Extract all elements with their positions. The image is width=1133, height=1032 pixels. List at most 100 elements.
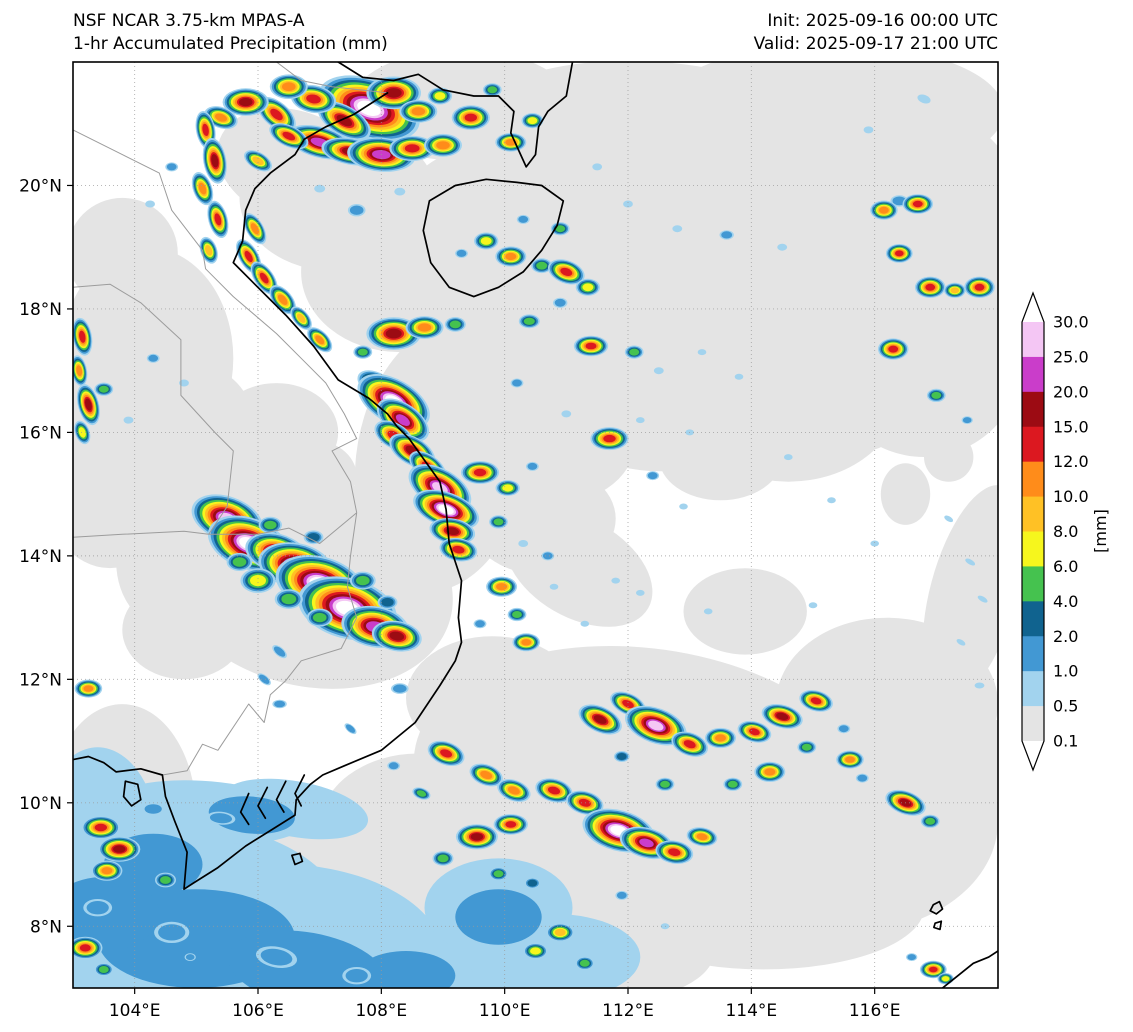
precip-cell-ring [480,237,492,245]
precip-cell-ring [636,589,645,596]
precip-cell [424,133,462,157]
precip-cell-ring [668,848,681,856]
precip-area-gray [628,271,702,322]
precip-cell-ring [160,876,171,884]
precip-cell-ring [437,854,449,863]
cambodia-vietnam-border [162,512,358,776]
precip-cell-ring [950,287,960,294]
precip-cell-ring [648,720,664,731]
precip-cell [353,345,373,359]
precip-cell-ring [273,646,286,657]
banggi-island [929,900,944,915]
precip-cell [274,589,303,609]
precip-cell [836,750,864,769]
precip-cell [243,213,267,245]
precip-cell-ring [496,583,508,591]
precip-cell-ring [449,320,461,329]
precip-cell-ring [863,126,874,134]
precip-cell-ring [296,313,306,323]
precip-cell [98,836,141,862]
colorbar-segment [1022,356,1044,393]
precip-cell-ring [85,398,92,411]
precip-cell-ring [250,575,266,587]
precip-cell-ring [965,558,976,566]
precip-cell-ring [653,367,664,375]
precip-cell-ring [530,947,541,955]
precip-cell [697,349,707,356]
precip-area-blue [73,876,160,951]
precip-cell [366,317,422,350]
precip-cell-ring [616,891,627,899]
precip-cell [636,417,645,424]
y-tick-label: 10°N [19,794,62,814]
precip-cell-ring [94,823,108,832]
precip-cell-ring [696,833,708,841]
vietnam-laos-border [73,129,358,513]
precip-cell [521,113,544,129]
precip-cell [719,230,734,240]
precip-cell [615,890,629,900]
precip-cell [344,723,357,735]
precip-cell-ring [345,724,356,733]
precip-cell-ring [264,520,277,530]
precip-cell [507,607,527,622]
colorbar-outline [1021,291,1045,772]
colorbar-tick-label: 12.0 [1053,452,1089,471]
precip-cell [306,608,333,627]
precip-cell-ring [493,518,504,526]
precip-cell [653,367,664,375]
precip-cell-ring [487,86,498,94]
precip-cell-ring [827,497,836,504]
precip-cell-ring [416,790,427,797]
precip-area-gray [683,568,807,655]
precip-cell-ring [98,385,109,393]
precip-area-blue [208,796,295,834]
precip-cell [142,802,165,816]
precip-cell-ring [282,131,296,141]
precip-cell-ring [79,944,91,952]
precip-cell-ring [956,639,966,646]
precip-cell-ring [198,182,207,195]
precip-cell [624,345,644,359]
phu-quoc-island [122,780,142,807]
precip-area-gray [406,636,579,760]
precip-cell-ring [941,976,950,982]
precip-cell-ring [895,250,904,257]
vietnam-coast [73,92,463,891]
precip-cell-ring [697,349,707,356]
precip-cell-ring [523,317,535,325]
figure-title-block: NSF NCAR 3.75-km MPAS-A 1-hr Accumulated… [73,10,388,56]
precip-cell-ring [555,225,566,233]
precip-cell-ring [660,780,670,788]
precip-area-gray [831,413,894,451]
precip-cell-ring [179,379,189,387]
precip-cell [799,690,833,712]
precip-cell-ring [388,762,399,770]
colorbar-segment [1022,426,1044,463]
precip-cell [784,454,793,461]
precip-cell-ring [636,417,645,424]
colorbar-segment [1022,322,1044,358]
precip-cell [342,967,372,985]
precip-cell [919,960,947,979]
precip-cell [777,243,788,251]
precip-cell-ring [647,472,658,480]
precip-cell [518,314,540,329]
precip-cell-ring [259,674,270,684]
colorbar-segment [1022,636,1044,672]
precip-area-gray [505,509,653,627]
precip-cell-ring [493,870,504,878]
precip-cell [474,232,499,250]
precip-cell-ring [259,272,269,284]
precip-cell-ring [381,597,394,607]
precip-cell-ring [452,545,465,554]
precip-cell-ring [123,416,134,424]
precip-cell [73,317,93,356]
precip-cell-ring [527,462,538,470]
precip-cell-ring [148,354,159,362]
precip-cell-ring [436,141,450,150]
precip-cell-ring [113,845,126,853]
precip-cell [493,814,528,835]
precip-cell-ring [158,924,186,941]
